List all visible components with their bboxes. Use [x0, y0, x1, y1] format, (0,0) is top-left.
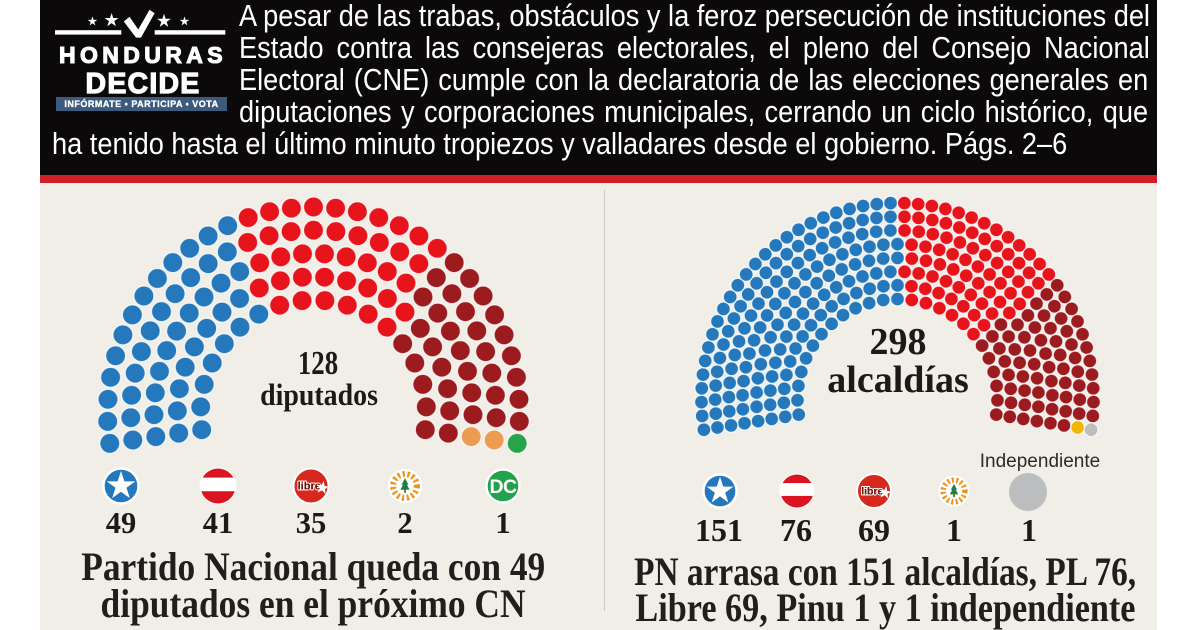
- svg-text:libre: libre: [298, 481, 321, 493]
- svg-text:libre: libre: [861, 485, 883, 497]
- svg-text:libre: libre: [298, 481, 321, 493]
- svg-text:DC: DC: [489, 476, 517, 498]
- svg-text:libre: libre: [861, 485, 883, 497]
